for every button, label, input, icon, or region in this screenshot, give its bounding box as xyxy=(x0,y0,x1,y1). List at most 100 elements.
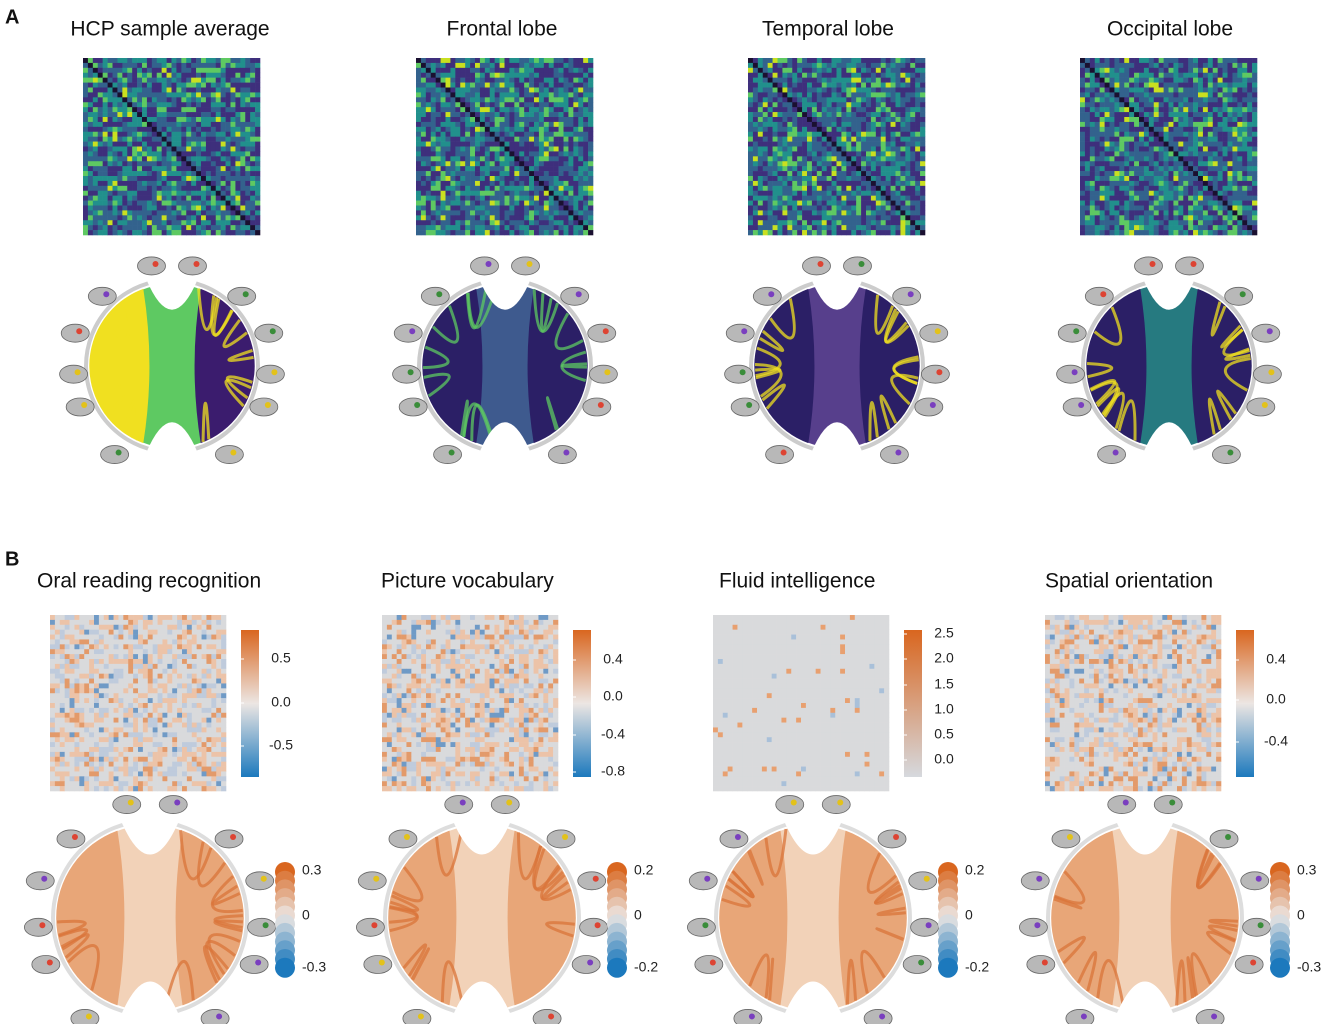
heatmap-cell xyxy=(588,210,594,216)
heatmap-cell xyxy=(445,195,451,201)
heatmap-cell xyxy=(910,146,916,152)
heatmap-cell xyxy=(112,102,118,108)
heatmap-cell xyxy=(440,151,446,157)
heatmap-cell xyxy=(102,220,108,226)
heatmap-cell xyxy=(543,225,550,231)
heatmap-cell xyxy=(900,121,906,128)
heatmap-cell xyxy=(1109,161,1115,167)
heatmap-cell xyxy=(1212,151,1218,157)
brain-region xyxy=(436,291,443,298)
heatmap-cell xyxy=(146,161,153,167)
heatmap-cell xyxy=(122,92,128,98)
heatmap-cell xyxy=(151,92,158,98)
heatmap-cell xyxy=(205,77,212,83)
heatmap-cell xyxy=(127,161,133,167)
heatmap-cell xyxy=(870,58,877,64)
heatmap-cell xyxy=(230,117,236,123)
heatmap-cell xyxy=(435,97,441,103)
heatmap-cell xyxy=(807,136,813,142)
heatmap-cell xyxy=(573,190,579,196)
heatmap-cell xyxy=(1237,141,1243,147)
heatmap-cell xyxy=(186,190,192,196)
heatmap-cell xyxy=(851,185,857,192)
heatmap-cell xyxy=(792,195,798,201)
heatmap-cell xyxy=(1183,62,1189,69)
heatmap-cell xyxy=(792,136,798,142)
heatmap-cell xyxy=(514,146,520,152)
heatmap-cell xyxy=(772,58,778,64)
heatmap-cell xyxy=(450,210,456,216)
heatmap-cell xyxy=(885,72,891,78)
heatmap-cell xyxy=(235,77,241,83)
heatmap-cell xyxy=(1089,72,1096,78)
heatmap-cell xyxy=(107,136,113,142)
heatmap-cell xyxy=(1089,117,1096,123)
heatmap-cell xyxy=(1217,161,1223,167)
heatmap-cell xyxy=(465,136,471,142)
heatmap-cell xyxy=(460,112,466,118)
heatmap-cell xyxy=(588,107,594,113)
heatmap-cell xyxy=(494,126,500,133)
heatmap-cell xyxy=(782,200,788,206)
heatmap-cell xyxy=(752,87,759,93)
heatmap-cell xyxy=(583,107,589,113)
heatmap-cell xyxy=(489,131,495,137)
heatmap-cell xyxy=(880,176,886,182)
heatmap-cell xyxy=(811,180,818,187)
heatmap-cell xyxy=(416,190,422,196)
heatmap-cell xyxy=(821,225,827,231)
heatmap-cell xyxy=(543,180,550,187)
heatmap-cell xyxy=(866,176,872,182)
heatmap-cell xyxy=(210,176,217,182)
heatmap-cell xyxy=(1237,146,1243,152)
heatmap-cell xyxy=(1094,121,1100,128)
heatmap-cell xyxy=(1222,166,1228,172)
heatmap-cell xyxy=(573,112,579,118)
heatmap-cell xyxy=(900,107,906,113)
heatmap-cell xyxy=(558,67,564,74)
heatmap-cell xyxy=(772,185,778,192)
heatmap-cell xyxy=(752,200,759,206)
heatmap-cell xyxy=(826,77,832,83)
heatmap-cell xyxy=(807,180,813,187)
heatmap-cell xyxy=(440,205,446,211)
heatmap-cell xyxy=(846,72,852,78)
heatmap-cell xyxy=(811,126,818,133)
heatmap-cell xyxy=(479,146,486,152)
heatmap-cell xyxy=(201,97,207,103)
heatmap-cell xyxy=(240,126,246,133)
heatmap-cell xyxy=(543,141,550,147)
heatmap-cell xyxy=(757,205,764,211)
heatmap-cell xyxy=(1129,112,1135,118)
heatmap-cell xyxy=(1217,117,1223,123)
heatmap-cell xyxy=(797,151,803,157)
heatmap-cell xyxy=(910,176,916,182)
heatmap-cell xyxy=(915,146,921,152)
chord-ribbon xyxy=(431,305,460,344)
heatmap-cell xyxy=(900,161,906,167)
heatmap-cell xyxy=(1207,107,1214,113)
heatmap-cell xyxy=(568,215,574,221)
heatmap-cell xyxy=(255,200,261,206)
heatmap-cell xyxy=(171,126,177,133)
heatmap-cell xyxy=(499,62,505,69)
heatmap-cell xyxy=(514,156,520,162)
heatmap-cell xyxy=(470,77,476,83)
heatmap-cell xyxy=(841,220,847,226)
heatmap-cell xyxy=(782,112,788,118)
heatmap-cell xyxy=(181,107,187,113)
heatmap-cell xyxy=(1109,102,1115,108)
heatmap-cell xyxy=(245,77,251,83)
heatmap-cell xyxy=(1247,151,1253,157)
heatmap-cell xyxy=(499,210,505,216)
heatmap-cell xyxy=(856,200,862,206)
heatmap-cell xyxy=(787,112,793,118)
heatmap-cell xyxy=(748,210,754,216)
heatmap-cell xyxy=(191,121,197,128)
heatmap-cell xyxy=(910,185,916,192)
heatmap-cell xyxy=(588,151,594,157)
heatmap-cell xyxy=(558,200,564,206)
heatmap-cell xyxy=(1242,82,1248,88)
heatmap-cell xyxy=(450,67,456,74)
heatmap-cell xyxy=(802,161,808,167)
